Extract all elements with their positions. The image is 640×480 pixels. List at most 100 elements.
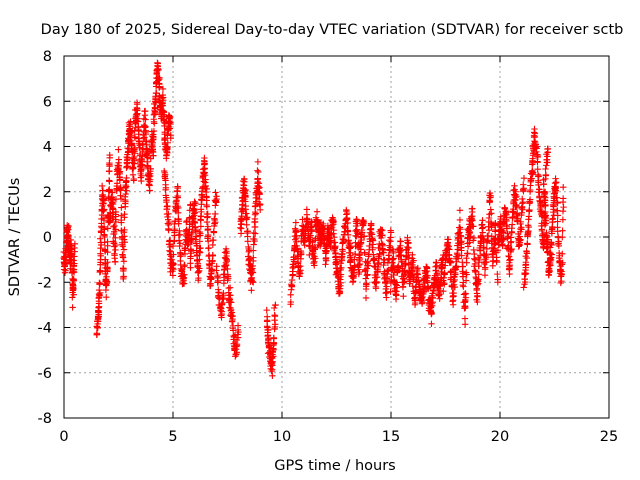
- data-point: [522, 278, 529, 286]
- data-point: [251, 208, 259, 216]
- data-point: [272, 301, 279, 309]
- data-point: [534, 166, 541, 173]
- data-point: [223, 257, 231, 265]
- data-point: [534, 159, 541, 166]
- data-point: [383, 283, 390, 290]
- data-point: [540, 181, 547, 188]
- data-point: [191, 209, 199, 216]
- data-point: [256, 184, 263, 191]
- data-point: [134, 110, 141, 117]
- data-point: [559, 227, 566, 234]
- data-point: [332, 242, 339, 250]
- data-point: [379, 226, 386, 234]
- y-axis-label: SDTVAR / TECUs: [7, 178, 23, 297]
- data-point: [115, 162, 122, 169]
- data-point: [150, 152, 157, 159]
- data-point: [205, 244, 212, 252]
- data-point: [71, 240, 79, 247]
- data-point: [93, 331, 101, 338]
- data-point: [499, 242, 506, 249]
- data-point: [265, 336, 272, 343]
- data-point: [161, 173, 168, 181]
- data-point: [254, 158, 262, 166]
- data-point: [394, 267, 401, 274]
- data-point: [322, 257, 330, 264]
- data-point: [213, 263, 220, 270]
- data-point: [543, 162, 550, 169]
- data-point: [475, 271, 482, 278]
- data-point: [409, 283, 416, 290]
- data-point: [454, 255, 462, 262]
- data-point: [311, 246, 319, 253]
- data-point: [287, 291, 294, 299]
- data-point: [555, 242, 563, 250]
- data-point: [479, 229, 486, 236]
- data-point: [100, 216, 108, 224]
- data-point: [131, 149, 138, 157]
- data-point: [511, 182, 518, 190]
- data-point: [371, 257, 378, 264]
- data-point: [330, 226, 337, 234]
- data-point: [541, 202, 549, 209]
- data-point: [554, 212, 561, 219]
- data-point: [487, 192, 494, 200]
- data-point: [358, 229, 366, 236]
- data-point: [193, 242, 201, 249]
- data-point: [120, 258, 128, 265]
- data-point: [542, 172, 550, 179]
- data-point: [243, 215, 250, 222]
- data-point: [167, 131, 175, 139]
- data-point: [166, 125, 174, 132]
- data-point: [289, 264, 296, 272]
- data-point: [235, 328, 242, 336]
- data-point: [480, 244, 488, 251]
- data-point: [447, 268, 455, 275]
- data-point: [164, 202, 171, 210]
- data-point: [474, 292, 481, 300]
- data-point: [238, 205, 246, 212]
- data-point: [188, 229, 196, 236]
- data-point: [363, 265, 371, 272]
- data-point: [462, 298, 469, 305]
- data-point: [488, 210, 495, 217]
- data-point: [242, 186, 249, 194]
- data-point: [196, 256, 203, 263]
- data-point: [202, 176, 209, 183]
- data-point: [264, 313, 271, 320]
- chart-title: Day 180 of 2025, Sidereal Day-to-day VTE…: [41, 22, 624, 38]
- data-point: [517, 236, 524, 243]
- data-point: [555, 249, 563, 257]
- data-point: [373, 274, 381, 281]
- data-point: [123, 174, 130, 182]
- data-point: [65, 222, 72, 230]
- y-tick-label: 6: [43, 94, 52, 110]
- data-point: [351, 256, 358, 263]
- data-point: [510, 209, 517, 216]
- data-point: [142, 116, 149, 123]
- data-point: [297, 249, 305, 257]
- data-point: [202, 188, 210, 196]
- data-point: [154, 60, 162, 67]
- data-point: [111, 243, 118, 250]
- data-point: [553, 198, 561, 206]
- data-point: [159, 107, 167, 115]
- data-point: [453, 263, 460, 270]
- data-point: [340, 237, 348, 245]
- data-point: [191, 198, 198, 205]
- data-point: [175, 220, 182, 227]
- data-point: [393, 288, 400, 295]
- data-point: [461, 315, 469, 322]
- data-point: [356, 250, 364, 258]
- data-point: [203, 218, 211, 226]
- data-point: [451, 283, 459, 291]
- data-point: [271, 312, 279, 320]
- data-point: [101, 206, 108, 213]
- data-point: [288, 282, 296, 289]
- data-point: [226, 284, 234, 291]
- data-point: [462, 294, 470, 301]
- data-point: [103, 293, 110, 301]
- data-point: [142, 130, 150, 138]
- data-point: [481, 271, 489, 279]
- data-point: [512, 188, 519, 195]
- data-point: [308, 218, 315, 225]
